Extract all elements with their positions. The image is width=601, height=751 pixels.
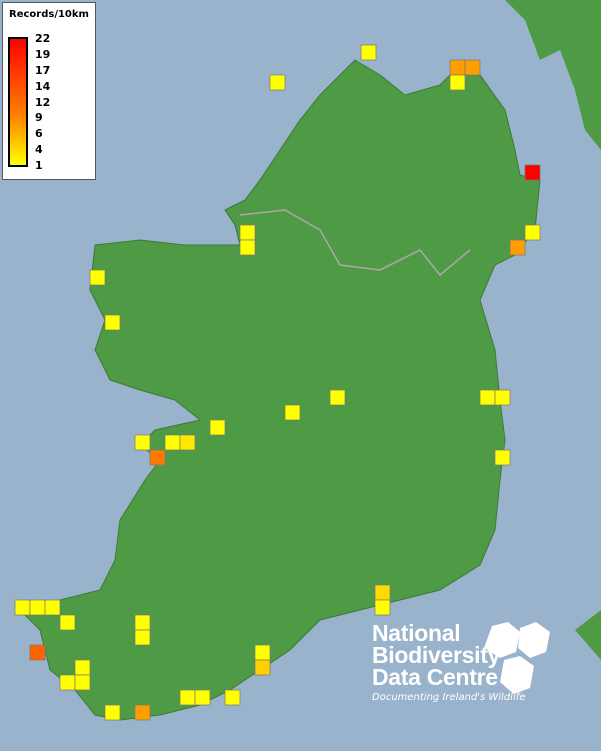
- record-square: [374, 584, 391, 601]
- logo-line-1: National: [372, 620, 461, 646]
- record-square: [479, 389, 496, 406]
- record-square: [29, 644, 46, 661]
- record-square: [494, 389, 511, 406]
- record-square: [360, 44, 377, 61]
- legend-tick: 19: [35, 47, 51, 61]
- record-square: [509, 239, 526, 256]
- record-square: [179, 689, 196, 706]
- record-squares: [14, 44, 541, 721]
- record-square: [449, 59, 466, 76]
- logo-line-2: Biodiversity: [372, 642, 501, 668]
- logo-hexagons-icon: [484, 622, 550, 694]
- record-square: [104, 314, 121, 331]
- legend-color-ramp: [8, 37, 28, 167]
- record-square: [449, 74, 466, 91]
- record-square: [59, 614, 76, 631]
- record-square: [524, 224, 541, 241]
- record-square: [224, 689, 241, 706]
- record-square: [164, 434, 181, 451]
- record-square: [29, 599, 46, 616]
- scotland-landmass: [505, 0, 601, 660]
- record-square: [269, 74, 286, 91]
- record-square: [239, 224, 256, 241]
- legend-title: Records/10km: [9, 9, 89, 20]
- legend-tick: 17: [35, 63, 51, 77]
- legend-tick: 4: [35, 143, 43, 157]
- record-square: [134, 704, 151, 721]
- record-square: [134, 434, 151, 451]
- record-square: [464, 59, 481, 76]
- record-square: [254, 659, 271, 676]
- record-square: [209, 419, 226, 436]
- record-square: [179, 434, 196, 451]
- record-square: [44, 599, 61, 616]
- record-square: [74, 674, 91, 691]
- record-square: [254, 644, 271, 661]
- record-square: [329, 389, 346, 406]
- legend-tick: 22: [35, 32, 51, 45]
- record-square: [134, 614, 151, 631]
- record-square: [374, 599, 391, 616]
- record-square: [74, 659, 91, 676]
- legend-tick: 14: [35, 79, 51, 93]
- record-square: [284, 404, 301, 421]
- legend-tick: 1: [35, 159, 43, 172]
- record-square: [89, 269, 106, 286]
- record-square: [239, 239, 256, 256]
- legend-tick-labels: 22 19 17 14 12 9 6 4 1: [35, 32, 50, 172]
- legend-tick: 9: [35, 111, 43, 125]
- legend: Records/10km 22 19 17 14 12 9 6 4 1: [2, 2, 96, 180]
- nbdc-logo: National Biodiversity Data Centre Docume…: [372, 620, 526, 704]
- legend-tick: 6: [35, 127, 43, 141]
- record-square: [14, 599, 31, 616]
- record-square: [104, 704, 121, 721]
- legend-tick: 12: [35, 95, 51, 109]
- logo-line-3: Data Centre: [372, 664, 498, 690]
- record-square: [494, 449, 511, 466]
- record-square: [134, 629, 151, 646]
- logo-tagline: Documenting Ireland's Wildlife: [372, 692, 526, 703]
- record-square: [524, 164, 541, 181]
- record-square: [194, 689, 211, 706]
- record-square: [149, 449, 166, 466]
- border-line: [239, 209, 471, 277]
- record-square: [59, 674, 76, 691]
